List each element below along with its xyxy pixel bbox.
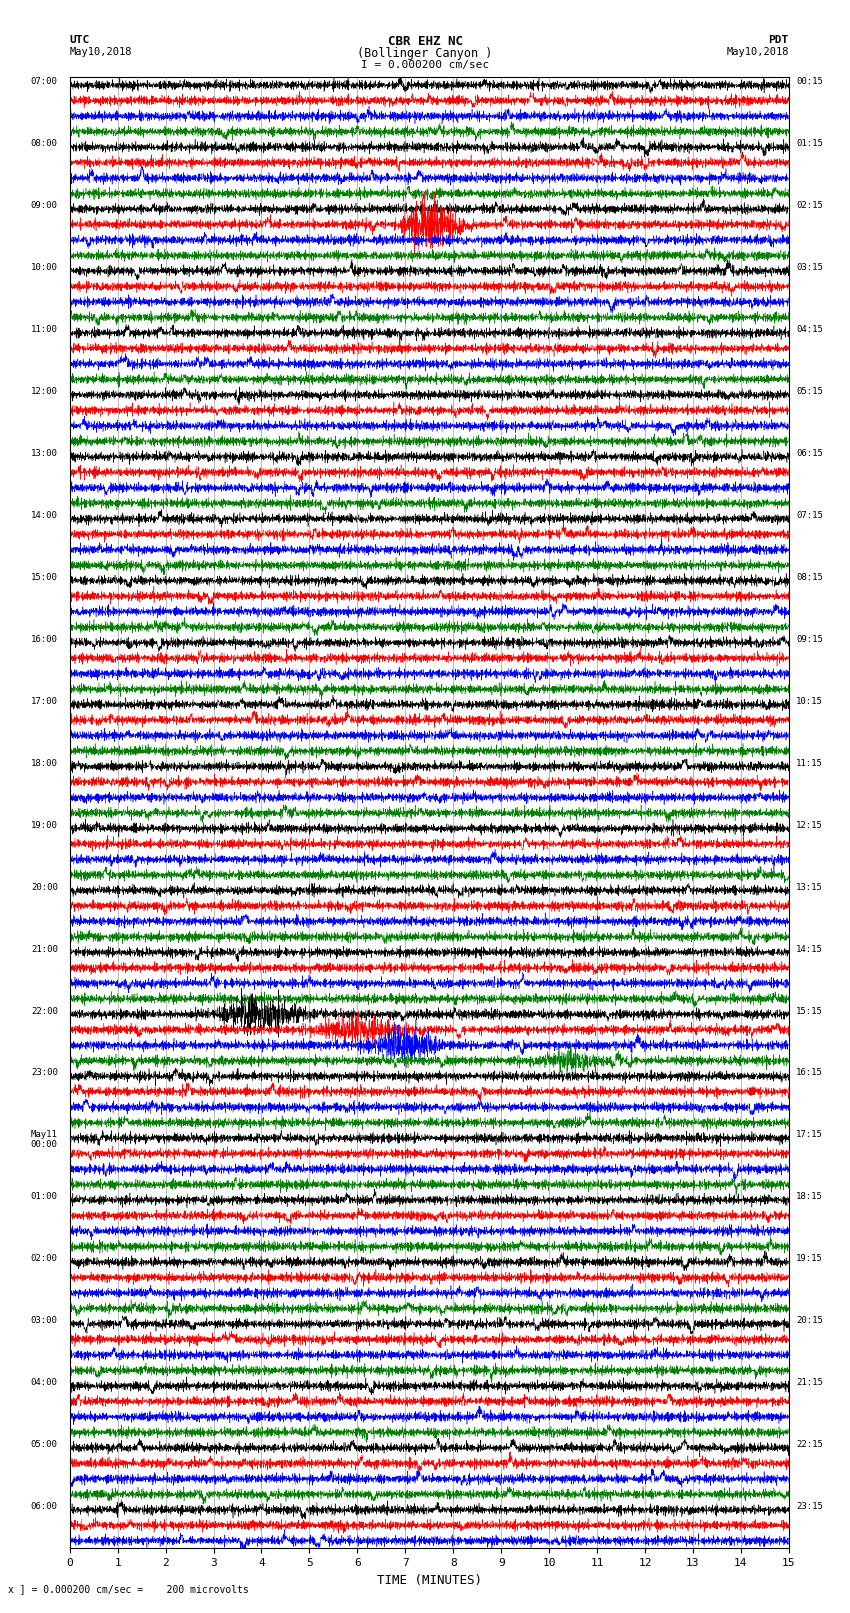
Text: 22:00: 22:00	[31, 1007, 58, 1016]
Text: I = 0.000200 cm/sec: I = 0.000200 cm/sec	[361, 60, 489, 69]
Text: 21:15: 21:15	[796, 1378, 823, 1387]
Text: 05:15: 05:15	[796, 387, 823, 397]
Text: 16:00: 16:00	[31, 636, 58, 644]
Text: 13:15: 13:15	[796, 882, 823, 892]
Text: 02:15: 02:15	[796, 202, 823, 210]
Text: 00:15: 00:15	[796, 77, 823, 87]
Text: 17:00: 17:00	[31, 697, 58, 706]
Text: 20:15: 20:15	[796, 1316, 823, 1326]
Text: 23:00: 23:00	[31, 1068, 58, 1077]
Text: 12:00: 12:00	[31, 387, 58, 397]
Text: 11:00: 11:00	[31, 326, 58, 334]
Text: 05:00: 05:00	[31, 1440, 58, 1448]
Text: 04:00: 04:00	[31, 1378, 58, 1387]
Text: May10,2018: May10,2018	[70, 47, 133, 56]
Text: 03:00: 03:00	[31, 1316, 58, 1326]
Text: 10:15: 10:15	[796, 697, 823, 706]
Text: 14:00: 14:00	[31, 511, 58, 519]
Text: 01:15: 01:15	[796, 139, 823, 148]
Text: 01:00: 01:00	[31, 1192, 58, 1202]
Text: CBR EHZ NC: CBR EHZ NC	[388, 35, 462, 48]
Text: x ] = 0.000200 cm/sec =    200 microvolts: x ] = 0.000200 cm/sec = 200 microvolts	[8, 1584, 249, 1594]
Text: 18:00: 18:00	[31, 758, 58, 768]
Text: 04:15: 04:15	[796, 326, 823, 334]
Text: 23:15: 23:15	[796, 1502, 823, 1511]
Text: 15:15: 15:15	[796, 1007, 823, 1016]
Text: 19:15: 19:15	[796, 1255, 823, 1263]
Text: 09:15: 09:15	[796, 636, 823, 644]
Text: 07:00: 07:00	[31, 77, 58, 87]
Text: 14:15: 14:15	[796, 945, 823, 953]
Text: 11:15: 11:15	[796, 758, 823, 768]
Text: 12:15: 12:15	[796, 821, 823, 829]
Text: 07:15: 07:15	[796, 511, 823, 519]
Text: 10:00: 10:00	[31, 263, 58, 273]
Text: 20:00: 20:00	[31, 882, 58, 892]
Text: 06:00: 06:00	[31, 1502, 58, 1511]
Text: 21:00: 21:00	[31, 945, 58, 953]
Text: 18:15: 18:15	[796, 1192, 823, 1202]
X-axis label: TIME (MINUTES): TIME (MINUTES)	[377, 1574, 482, 1587]
Text: (Bollinger Canyon ): (Bollinger Canyon )	[357, 47, 493, 60]
Text: 09:00: 09:00	[31, 202, 58, 210]
Text: 06:15: 06:15	[796, 448, 823, 458]
Text: 13:00: 13:00	[31, 448, 58, 458]
Text: 16:15: 16:15	[796, 1068, 823, 1077]
Text: 03:15: 03:15	[796, 263, 823, 273]
Text: UTC: UTC	[70, 35, 90, 45]
Text: May10,2018: May10,2018	[726, 47, 789, 56]
Text: 02:00: 02:00	[31, 1255, 58, 1263]
Text: 08:15: 08:15	[796, 573, 823, 582]
Text: 19:00: 19:00	[31, 821, 58, 829]
Text: 17:15: 17:15	[796, 1131, 823, 1139]
Text: 08:00: 08:00	[31, 139, 58, 148]
Text: May11
00:00: May11 00:00	[31, 1131, 58, 1148]
Text: 15:00: 15:00	[31, 573, 58, 582]
Text: PDT: PDT	[768, 35, 789, 45]
Text: 22:15: 22:15	[796, 1440, 823, 1448]
